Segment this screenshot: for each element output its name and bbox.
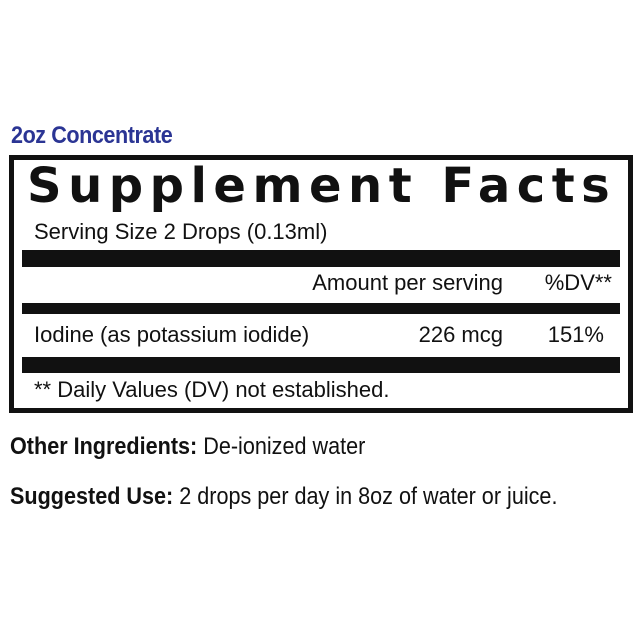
supplement-facts-panel [9, 155, 633, 413]
product-size-heading: 2oz Concentrate [11, 122, 173, 149]
suggested-use-label: Suggested Use: [10, 483, 174, 510]
suggested-use: Suggested Use: 2 drops per day in 8oz of… [10, 483, 557, 511]
header-dv: %DV** [544, 270, 612, 295]
divider-thick [22, 357, 620, 373]
nutrient-name: Iodine (as potassium iodide) [34, 322, 310, 347]
nutrient-dv: 151% [547, 322, 604, 347]
nutrient-amount: 226 mcg [418, 322, 503, 347]
divider-medium [22, 303, 620, 314]
header-amount: Amount per serving [312, 270, 503, 295]
footnote: ** Daily Values (DV) not established. [34, 377, 390, 402]
suggested-use-value: 2 drops per day in 8oz of water or juice… [179, 483, 558, 510]
serving-size: Serving Size 2 Drops (0.13ml) [34, 219, 328, 244]
other-ingredients: Other Ingredients: De-ionized water [10, 433, 365, 461]
other-ingredients-label: Other Ingredients: [10, 433, 198, 460]
divider-thick [22, 250, 620, 267]
other-ingredients-value: De-ionized water [203, 433, 366, 460]
panel-title: Supplement Facts [27, 158, 617, 214]
